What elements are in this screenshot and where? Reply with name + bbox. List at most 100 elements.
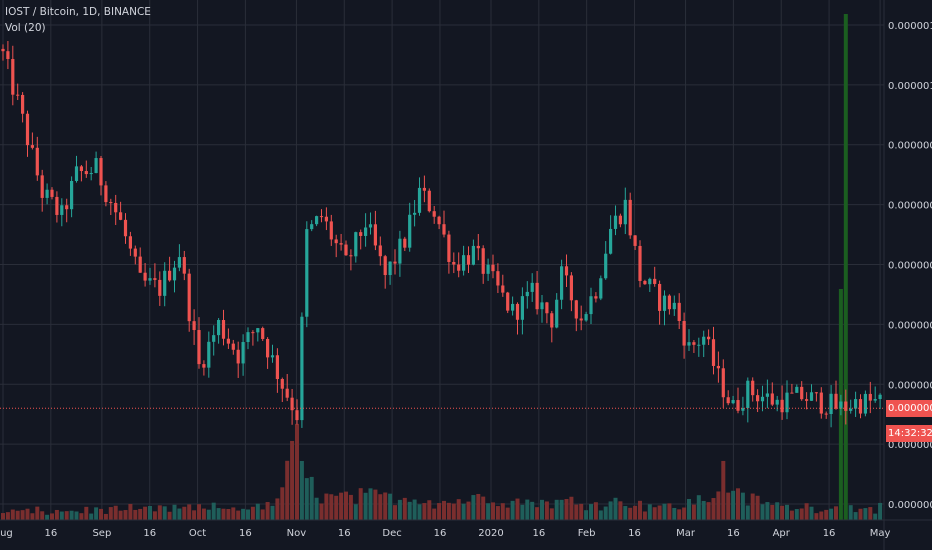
candle-body [780,399,784,413]
candle-body [839,401,843,409]
candle-body [731,400,735,404]
symbol-title[interactable]: IOST / Bitcoin, 1D, BINANCE [5,6,151,18]
volume-bar [520,504,525,520]
volume-bar [299,460,304,520]
candle-body [212,335,216,342]
candle-body [133,248,137,257]
candle-body [128,236,132,249]
candle-body [89,172,93,175]
x-tick-label: Oct [189,528,206,539]
volume-bar [642,511,647,520]
candle-body [177,257,181,268]
candle-body [290,397,294,411]
candle-body [153,278,157,280]
candle-body [618,215,622,225]
volume-bar [799,508,804,520]
candle-body [682,321,686,346]
volume-bar [216,508,221,520]
volume-bar [711,498,716,520]
candle-body [197,330,201,365]
candle-body [109,202,113,204]
volume-bar [99,508,103,520]
candle-body [643,280,647,285]
x-tick-label: Feb [578,528,596,539]
candle-body [756,395,760,402]
candle-body [726,397,730,404]
candle-body [368,224,373,228]
volume-bar [172,504,177,520]
volume-bar [638,500,642,520]
candle-body [300,316,304,421]
volume-bar [108,507,113,520]
volume-bar [69,510,74,520]
candle-body [501,285,505,293]
volume-bar [628,507,633,520]
candle-body [667,295,671,310]
candle-body [721,368,725,398]
candle-body [45,189,49,198]
volume-bar [25,508,30,520]
volume-bar [295,423,299,520]
candle-body [403,238,407,248]
x-tick-label: 16 [338,528,351,539]
price-axis[interactable]: 0.00000110 0.00000100 0.00000090 0.00000080… [888,21,932,511]
x-tick-label: 16 [823,528,836,539]
candle-body [398,238,402,264]
volume-bar [613,497,618,520]
candle-body [275,355,279,380]
volume-bar [94,507,99,520]
x-tick-label: 16 [239,528,252,539]
volume-bar [677,509,682,520]
candle-body [251,332,255,334]
candle-body [466,255,471,265]
candle-body [599,278,603,299]
y-tick-label: 0.00000110 [888,21,932,32]
candle-body [202,364,206,368]
volume-indicator-label[interactable]: Vol (20) [5,22,46,34]
candle-body [711,339,716,366]
volume-bar [765,502,770,520]
volume-bar [152,511,157,520]
x-tick-label: Mar [676,528,696,539]
volume-bar [133,509,138,520]
volume-bar [755,495,760,520]
volume-bar [231,507,236,520]
volume-bar [64,511,69,520]
candle-body [604,253,608,279]
volume-bar [241,508,246,520]
candle-body [736,400,740,411]
volume-bar [706,502,711,520]
volume-bar [157,505,162,520]
candle-body [858,399,863,414]
candle-body [437,216,441,225]
volume-bar [74,511,79,520]
candle-body [432,211,436,217]
candle-body [785,392,789,413]
volume-bar [45,514,50,520]
candle-body [99,158,103,186]
candle-body [511,303,515,311]
candle-body [623,199,627,225]
candle-body [182,257,186,274]
candle-body [662,295,667,311]
candle-body [829,393,833,415]
volume-bar [353,504,358,520]
candle-body [168,270,172,281]
volume-bar [319,503,324,520]
volume-bar [84,506,89,520]
candle-body [74,166,79,181]
time-axis[interactable]: Aug 16 Sep 16 Oct 16 Nov 16 Dec 16 2020 16 Feb 16 Mar 1… [0,528,891,539]
candle-body [609,228,613,254]
volume-bar [113,505,118,520]
candle-body [408,214,412,248]
volume-bar [745,505,750,520]
volume-bar [79,513,84,520]
candle-body [471,245,475,265]
volume-bar [5,512,10,520]
volume-bar [687,498,691,520]
candle-body [388,261,392,276]
volume-bar [853,512,858,520]
volume-bar [589,504,593,520]
candle-body [569,275,573,301]
